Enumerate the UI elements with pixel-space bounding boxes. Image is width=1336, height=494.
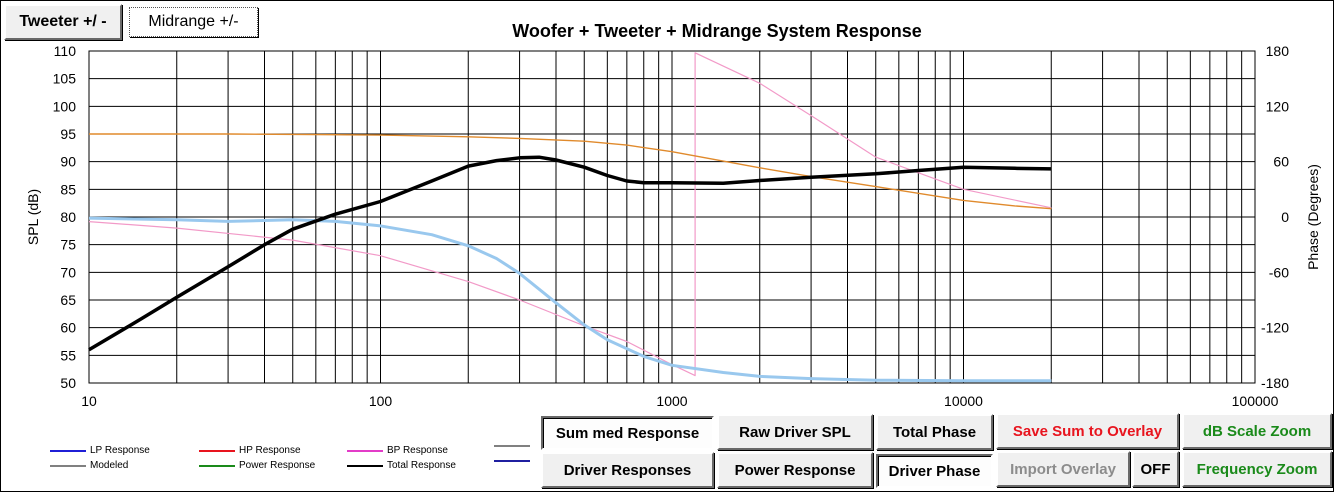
x-tick-label: 1000 xyxy=(656,393,687,409)
legend-swatch xyxy=(347,449,383,452)
y-tick-label: 75 xyxy=(60,237,76,253)
series-line xyxy=(88,52,1052,377)
frequency-zoom-button[interactable]: Frequency Zoom xyxy=(1182,451,1332,487)
y-tick-label: 100 xyxy=(53,98,77,114)
legend-item xyxy=(494,460,534,462)
series-line xyxy=(88,216,1052,383)
legend-swatch xyxy=(199,449,235,452)
y-tick-label: 80 xyxy=(60,209,76,225)
x-tick-label: 10000 xyxy=(944,393,983,409)
y2-tick-label: -60 xyxy=(1269,264,1289,280)
y-tick-label: 55 xyxy=(60,347,76,363)
legend-label: Total Response xyxy=(387,460,456,471)
legend-item: Power Response xyxy=(199,460,315,471)
driver-responses-button[interactable]: Driver Responses xyxy=(541,452,714,488)
y-tick-label: 65 xyxy=(60,292,76,308)
x-tick-label: 100 xyxy=(369,393,393,409)
y-tick-label: 90 xyxy=(60,154,76,170)
series-line xyxy=(89,133,1052,210)
y2-tick-label: -180 xyxy=(1261,375,1289,391)
overlay-off-button[interactable]: OFF xyxy=(1132,451,1179,487)
legend-item: BP Response xyxy=(347,445,448,456)
import-overlay-button[interactable]: Import Overlay xyxy=(996,451,1130,487)
total-phase-button[interactable]: Total Phase xyxy=(876,414,993,450)
db-scale-zoom-button[interactable]: dB Scale Zoom xyxy=(1182,413,1332,449)
power-response-button[interactable]: Power Response xyxy=(717,452,873,488)
summed-response-button[interactable]: Sum med Response xyxy=(541,416,714,450)
y-tick-label: 50 xyxy=(60,375,76,391)
y-tick-label: 110 xyxy=(54,43,77,59)
y-tick-label: 70 xyxy=(60,264,76,280)
y-tick-label: 60 xyxy=(60,320,76,336)
y-tick-label: 85 xyxy=(60,181,76,197)
y2-axis-label: Phase (Degrees) xyxy=(1305,164,1321,270)
legend-label: HP Response xyxy=(239,445,301,456)
legend-item: Total Response xyxy=(347,460,456,471)
legend-item: HP Response xyxy=(199,445,301,456)
legend-swatch xyxy=(50,449,86,452)
legend-item: Modeled xyxy=(50,460,128,471)
raw-driver-spl-button[interactable]: Raw Driver SPL xyxy=(717,414,873,450)
driver-phase-button[interactable]: Driver Phase xyxy=(876,454,993,488)
y2-tick-label: 120 xyxy=(1266,98,1290,114)
legend-swatch xyxy=(50,464,86,467)
midrange-toggle-button[interactable]: Midrange +/- xyxy=(129,7,258,37)
legend-swatch xyxy=(494,445,530,447)
legend-label: Power Response xyxy=(239,460,316,471)
legend-item: LP Response xyxy=(50,445,150,456)
tweeter-toggle-button[interactable]: Tweeter +/ - xyxy=(4,4,122,40)
save-sum-to-overlay-button[interactable]: Save Sum to Overlay xyxy=(996,413,1179,449)
legend-label: BP Response xyxy=(387,445,448,456)
y2-tick-label: 0 xyxy=(1281,209,1289,225)
series-line-total xyxy=(88,155,1052,352)
legend-label: Modeled xyxy=(90,460,129,471)
legend-label: LP Response xyxy=(90,445,150,456)
y-axis-label: SPL (dB) xyxy=(25,189,41,245)
legend-swatch xyxy=(494,460,530,462)
y2-tick-label: -120 xyxy=(1261,320,1289,336)
legend-item xyxy=(494,445,534,447)
chart-title: Woofer + Tweeter + Midrange System Respo… xyxy=(512,21,921,41)
y-tick-label: 105 xyxy=(53,71,77,87)
y2-tick-label: 60 xyxy=(1273,154,1289,170)
legend-swatch xyxy=(347,464,383,467)
x-tick-label: 100000 xyxy=(1232,393,1279,409)
y-tick-label: 95 xyxy=(60,126,76,142)
y2-tick-label: 180 xyxy=(1266,43,1290,59)
legend-swatch xyxy=(199,464,235,467)
x-tick-label: 10 xyxy=(81,393,97,409)
